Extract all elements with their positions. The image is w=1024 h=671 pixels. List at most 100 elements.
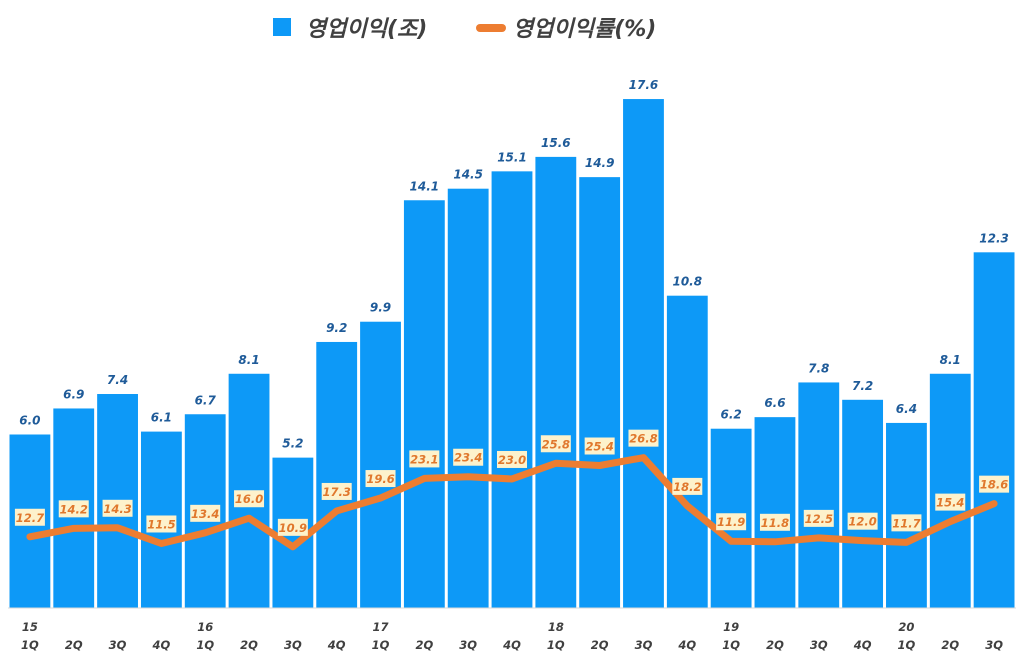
bar-value-label: 8.1 [238, 353, 259, 367]
line-value-label-box [277, 518, 308, 536]
bar [403, 200, 445, 609]
line-value-label: 10.9 [279, 521, 307, 535]
x-tick-quarter: 4Q [502, 638, 521, 652]
bar-value-label: 14.1 [410, 179, 440, 193]
line-value-label: 14.2 [60, 502, 88, 516]
line-value-label: 17.3 [323, 485, 351, 499]
line-value-label-box [935, 493, 966, 511]
x-tick-quarter: 3Q [635, 638, 653, 652]
x-tick-quarter: 2Q [591, 638, 609, 652]
x-tick-year: 17 [373, 620, 389, 634]
line-value-label: 11.8 [761, 516, 789, 530]
x-tick-quarter: 3Q [109, 638, 127, 652]
bar [842, 399, 884, 608]
line-value-label-box [409, 450, 440, 468]
line-value-label: 16.0 [235, 492, 263, 506]
line-value-label-box [14, 508, 45, 526]
x-tick-quarter: 3Q [985, 638, 1003, 652]
x-tick-quarter: 2Q [941, 638, 959, 652]
x-tick-quarter: 3Q [284, 638, 302, 652]
bar-value-labels: 6.0 6.9 7.4 6.1 6.7 8.1 5.2 9.2 9.9 14.1 14.5 15.1 1… [19, 78, 1009, 451]
bar [623, 99, 664, 608]
bar [754, 417, 796, 608]
x-tick-quarter: 2Q [65, 638, 83, 652]
bar-value-label: 8.1 [940, 353, 961, 367]
bar-value-label: 6.2 [720, 408, 741, 422]
bar-value-label: 5.2 [282, 437, 303, 451]
line-value-label-box [453, 448, 484, 466]
chart-legend: 영업이익(조) 영업이익률(%) [273, 17, 656, 42]
x-tick-quarter: 2Q [766, 638, 784, 652]
line-value-label-box [540, 435, 571, 453]
x-tick-quarter: 4Q [327, 638, 346, 652]
legend-bar-swatch [273, 18, 291, 36]
bar [535, 156, 577, 608]
line-value-label: 12.0 [848, 515, 876, 529]
x-tick-quarter: 4Q [677, 638, 696, 652]
line-value-labels: 12.7 14.2 14.3 11.5 13.4 16.0 10.9 17.3 19.6 23.1… [14, 429, 1010, 536]
bar-value-label: 17.6 [629, 78, 659, 92]
x-axis-tick-labels: 1Q 2Q 3Q 4Q 1Q 2Q 3Q 4Q 1Q 2Q 3Q 4Q 1Q 2Q 3Q 4Q 1Q 2Q 3Q 4Q… [21, 620, 1003, 652]
line-value-label: 15.4 [936, 496, 964, 510]
bar [360, 321, 401, 608]
x-tick-quarter: 1Q [722, 638, 740, 652]
line-value-label-box [365, 470, 396, 488]
line-value-label: 12.7 [16, 511, 44, 525]
x-tick-quarter: 3Q [810, 638, 828, 652]
x-tick-quarter: 3Q [459, 638, 477, 652]
line-value-label: 18.2 [673, 480, 701, 494]
line-value-label-box [58, 500, 89, 518]
line-value-label-box [146, 515, 177, 533]
line-value-label-box [584, 437, 615, 455]
line-value-label-box [234, 490, 265, 508]
bar-value-label: 7.8 [808, 361, 829, 375]
bar-value-label: 15.6 [541, 136, 571, 150]
line-value-label-box [102, 499, 133, 517]
line-value-label-box [190, 504, 221, 522]
x-tick-quarter: 1Q [21, 638, 39, 652]
line-value-label: 12.5 [805, 512, 833, 526]
bar-value-label: 7.2 [852, 379, 873, 393]
bar [316, 341, 358, 608]
x-tick-quarter: 1Q [898, 638, 916, 652]
x-tick-year: 19 [723, 620, 739, 634]
line-value-label: 11.7 [892, 516, 920, 530]
bar-value-label: 12.3 [979, 231, 1009, 245]
bar-value-label: 6.7 [195, 393, 217, 407]
x-tick-quarter: 1Q [547, 638, 565, 652]
line-value-label-box [497, 450, 527, 468]
line-value-label: 23.1 [410, 452, 438, 466]
bar-value-label: 9.2 [326, 321, 347, 335]
line-value-label: 11.5 [147, 517, 175, 531]
line-value-label: 18.6 [980, 478, 1008, 492]
legend-bar-label: 영업이익(조) [306, 17, 427, 42]
line-value-label-box [716, 513, 747, 531]
line-value-label-box [759, 513, 790, 531]
line-value-label: 23.0 [498, 453, 526, 467]
line-value-label: 14.3 [103, 502, 131, 516]
line-value-label-box [803, 509, 834, 527]
bar [666, 295, 708, 608]
bar-value-label: 6.1 [151, 411, 172, 425]
line-value-label-box [847, 512, 878, 530]
x-tick-quarter: 1Q [372, 638, 390, 652]
bar [447, 188, 489, 609]
line-value-label: 13.4 [191, 507, 219, 521]
legend-line-label: 영업이익률(%) [513, 17, 656, 42]
line-value-label: 23.4 [454, 451, 482, 465]
plot-area: 6.0 6.9 7.4 6.1 6.7 8.1 5.2 9.2 9.9 14.1 14.5 15.1 1… [8, 78, 1016, 609]
bar [798, 382, 840, 608]
bar-value-label: 14.5 [453, 168, 483, 182]
x-tick-year: 15 [22, 620, 38, 634]
bar-value-label: 6.0 [19, 413, 40, 427]
bar [491, 171, 533, 608]
bar [973, 252, 1015, 608]
bar-value-label: 6.6 [764, 396, 785, 410]
line-value-label-box [891, 514, 922, 532]
x-tick-quarter: 2Q [415, 638, 433, 652]
bar-value-label: 10.8 [672, 275, 702, 289]
bar [929, 373, 971, 608]
bar-value-label: 6.4 [896, 402, 917, 416]
bar-value-label: 9.9 [370, 301, 391, 315]
